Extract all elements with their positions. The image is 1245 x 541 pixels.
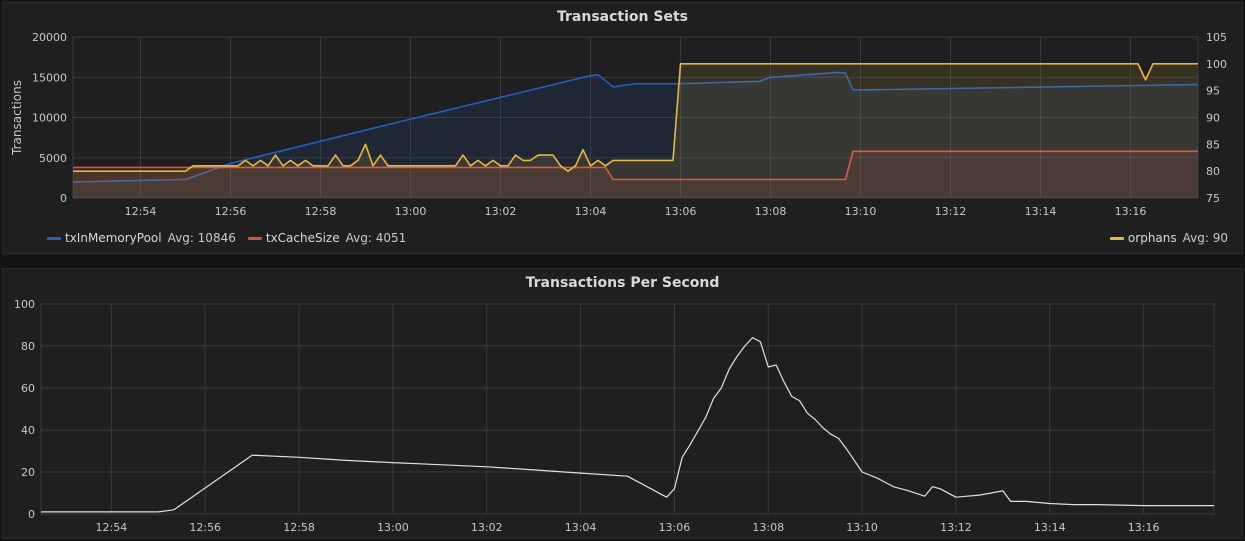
legend-swatch — [47, 236, 61, 240]
x-tick-label: 13:16 — [1128, 521, 1160, 534]
x-tick-label: 12:54 — [125, 205, 157, 218]
series-area-txcachesize — [73, 151, 1198, 198]
transaction-sets-chart[interactable]: 0 5000 10000 15000 20000 75 80 85 90 95 100 105 12:5… — [3, 29, 1242, 241]
y-tick-label: 40 — [21, 424, 35, 437]
legend-series-name: orphans — [1127, 231, 1177, 245]
x-tick-label: 12:56 — [189, 521, 221, 534]
series-line-txinmemorypool — [72, 71, 1199, 183]
y-tick-label: 60 — [21, 382, 35, 395]
y-tick-label-right: 85 — [1206, 138, 1220, 151]
y-tick-label: 80 — [21, 340, 35, 353]
x-tick-label: 12:56 — [215, 205, 247, 218]
series-area-orphans — [73, 63, 1198, 198]
legend-item-txinmemorypool[interactable]: txInMemoryPool Avg: 10846 — [47, 231, 236, 245]
legend-series-name: txCacheSize — [265, 231, 340, 245]
x-tick-label: 12:58 — [305, 205, 337, 218]
y-tick-label: 20000 — [32, 31, 67, 44]
x-tick-label: 13:04 — [565, 521, 597, 534]
x-tick-label: 13:12 — [940, 521, 972, 534]
series-line-orphans — [73, 63, 1198, 172]
x-tick-label: 13:12 — [935, 205, 967, 218]
x-tick-label: 13:14 — [1034, 521, 1066, 534]
y-tick-label-right: 90 — [1206, 112, 1220, 125]
legend-left: txInMemoryPool Avg: 10846 txCacheSize Av… — [47, 231, 418, 245]
x-tick-label: 13:00 — [377, 521, 409, 534]
x-tick-label: 13:08 — [752, 521, 784, 534]
transactions-per-second-panel: Transactions Per Second 0 20 40 60 80 100 12:5… — [2, 268, 1243, 539]
y-tick-label-right: 95 — [1206, 85, 1220, 98]
y-tick-label: 10000 — [32, 112, 67, 125]
x-tick-label: 13:08 — [755, 205, 787, 218]
y-tick-label-right: 75 — [1206, 192, 1220, 205]
transaction-sets-panel: Transaction Sets 0 5000 10000 15000 20000 75 8… — [2, 2, 1243, 254]
y-tick-label-right: 105 — [1206, 31, 1227, 44]
x-tick-label: 13:10 — [845, 205, 877, 218]
x-tick-label: 13:06 — [665, 205, 697, 218]
legend-series-name: txInMemoryPool — [65, 231, 162, 245]
legend-swatch — [247, 236, 262, 240]
y-tick-label: 20 — [21, 466, 35, 479]
legend-avg: Avg: 10846 — [167, 231, 236, 245]
x-tick-label: 13:06 — [659, 521, 691, 534]
legend-item-txcachesize[interactable]: txCacheSize Avg: 4051 — [247, 231, 407, 245]
legend-swatch — [1109, 236, 1124, 240]
y-tick-label-right: 100 — [1206, 58, 1227, 71]
series-line-series — [41, 337, 1214, 513]
x-tick-label: 13:16 — [1115, 205, 1147, 218]
series-line-txcachesize — [73, 150, 1198, 181]
x-tick-label: 12:54 — [96, 521, 128, 534]
x-tick-label: 13:14 — [1025, 205, 1057, 218]
transactions-per-second-chart[interactable]: 0 20 40 60 80 100 12:54 12:56 12:58 13:00 13:02 13:… — [3, 295, 1242, 538]
y-tick-label: 0 — [28, 508, 35, 521]
legend-item-orphans[interactable]: orphans Avg: 90 — [1109, 231, 1228, 245]
plot-frame — [40, 303, 1215, 515]
panel-title[interactable]: Transaction Sets — [557, 9, 688, 25]
y-axis-label: Transactions — [10, 80, 24, 156]
x-tick-label: 13:02 — [471, 521, 503, 534]
x-tick-label: 13:10 — [846, 521, 878, 534]
legend-right: orphans Avg: 90 — [1109, 231, 1228, 245]
y-tick-label: 100 — [14, 298, 35, 311]
legend-avg: Avg: 4051 — [345, 231, 407, 245]
x-tick-label: 13:02 — [485, 205, 517, 218]
y-tick-label: 5000 — [39, 152, 67, 165]
x-tick-label: 13:04 — [575, 205, 607, 218]
y-tick-label: 15000 — [32, 71, 67, 84]
y-tick-label: 0 — [60, 192, 67, 205]
x-tick-label: 12:58 — [283, 521, 315, 534]
legend-avg: Avg: 90 — [1182, 231, 1228, 245]
x-tick-label: 13:00 — [395, 205, 427, 218]
y-tick-label-right: 80 — [1206, 165, 1220, 178]
panel-title[interactable]: Transactions Per Second — [525, 275, 720, 291]
plot-frame — [72, 36, 1199, 199]
